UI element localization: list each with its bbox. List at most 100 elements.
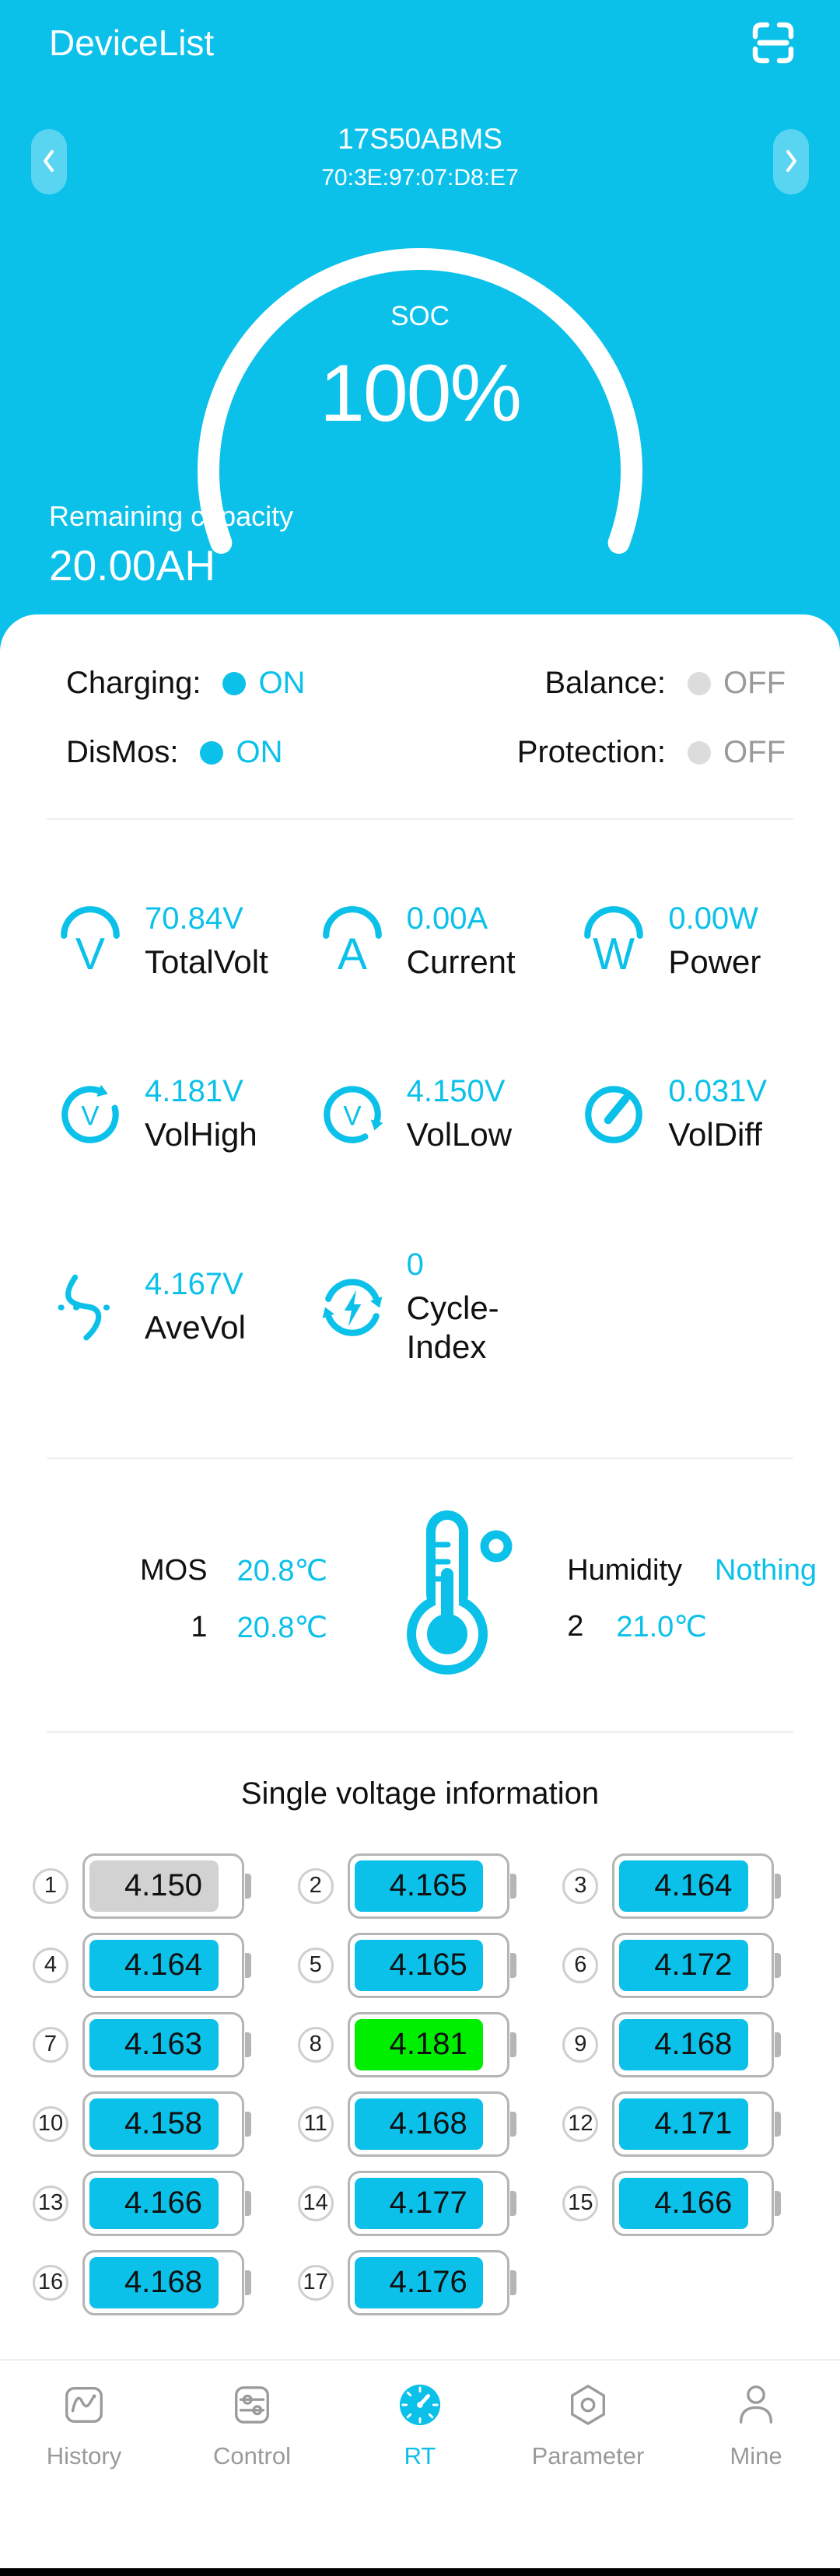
- nav-label: History: [46, 2442, 122, 2469]
- cell-voltage-value: 4.177: [389, 2186, 467, 2221]
- metric-value: 0.031V: [668, 1074, 768, 1109]
- metric-power: W 0.00W Power: [578, 901, 840, 982]
- metric-value: 4.167V: [145, 1266, 243, 1301]
- metric-label: Cycle-Index: [406, 1289, 499, 1366]
- svg-text:V: V: [81, 1101, 100, 1131]
- cell-voltage-item: 14 4.177: [290, 2170, 555, 2236]
- cell-voltage-item: 4 4.164: [25, 1932, 290, 1998]
- cell-number: 9: [562, 2026, 599, 2063]
- mine-person-icon: [733, 2382, 779, 2431]
- cell-voltage-value: 4.165: [389, 1948, 467, 1983]
- history-icon: [61, 2382, 107, 2431]
- nav-item-rt[interactable]: RT: [336, 2361, 504, 2568]
- status-value: OFF: [723, 735, 786, 769]
- cell-voltage-value: 4.164: [654, 1868, 733, 1903]
- battery-icon: 4.176: [347, 2249, 516, 2315]
- battery-icon: 4.168: [612, 2011, 782, 2077]
- status-label: Charging:: [66, 666, 201, 700]
- cell-voltage-value: 4.181: [389, 2027, 467, 2062]
- nav-item-history[interactable]: History: [0, 2361, 168, 2568]
- cell-voltage-grid: 1 4.150 2 4.165 3: [25, 1853, 820, 2315]
- battery-fill: [619, 2177, 748, 2229]
- battery-fill: [89, 1939, 219, 1991]
- battery-fill: [89, 2018, 219, 2070]
- nav-item-parameter[interactable]: Parameter: [504, 2361, 672, 2568]
- cell-voltage-value: 4.168: [654, 2027, 733, 2062]
- data-card: Charging: ON Balance: OFF DisMos: ON Pro…: [0, 614, 840, 2403]
- prev-device-button[interactable]: [31, 129, 67, 194]
- svg-text:V: V: [75, 929, 105, 975]
- cell-voltage-item: 10 4.158: [25, 2091, 290, 2157]
- status-dot: [222, 671, 247, 695]
- battery-icon: 4.177: [347, 2170, 516, 2236]
- ave-vol-icon: [54, 1269, 126, 1345]
- metric-value: 4.181V: [145, 1074, 243, 1109]
- nav-label: Control: [213, 2442, 291, 2469]
- status-dot: [688, 671, 712, 695]
- cycle-icon: [317, 1269, 388, 1345]
- battery-icon: 4.164: [82, 1932, 251, 1998]
- svg-text:A: A: [338, 929, 368, 975]
- battery-icon: 4.171: [612, 2091, 782, 2157]
- chevron-left-icon: [40, 146, 58, 178]
- temp-label: 2: [567, 1609, 584, 1643]
- cell-number: 12: [562, 2105, 599, 2142]
- metric-label: TotalVolt: [145, 943, 268, 980]
- metric-value: 0.00W: [668, 901, 758, 936]
- cell-voltage-value: 4.165: [389, 1868, 467, 1903]
- battery-fill: [354, 1939, 484, 1991]
- nav-item-mine[interactable]: Mine: [672, 2361, 840, 2568]
- vol-diff-icon: [578, 1076, 649, 1152]
- page-title: DeviceList: [49, 23, 215, 63]
- status-value: ON: [236, 735, 283, 769]
- soc-label: SOC: [390, 301, 450, 331]
- battery-icon: 4.165: [347, 1853, 516, 1919]
- device-mac-address: 70:3E:97:07:D8:E7: [321, 165, 519, 191]
- status-dot: [200, 740, 224, 765]
- control-sliders-icon: [229, 2382, 275, 2431]
- metric-value: 0: [406, 1247, 424, 1282]
- battery-fill: [619, 2098, 748, 2150]
- nav-label: Mine: [730, 2442, 782, 2469]
- cell-voltage-value: 4.168: [124, 2265, 203, 2300]
- remaining-capacity-value: 20.00AH: [49, 541, 216, 590]
- battery-icon: 4.163: [82, 2011, 251, 2077]
- metric-label: Current: [406, 943, 516, 980]
- metrics-grid: V 70.84V TotalVolt A 0.00A Current: [0, 820, 840, 1367]
- device-name: 17S50ABMS: [338, 123, 502, 155]
- cell-voltage-value: 4.163: [124, 2027, 203, 2062]
- next-device-button[interactable]: [773, 129, 809, 194]
- cell-number: 10: [33, 2105, 68, 2142]
- cell-voltage-item: 13 4.166: [25, 2170, 290, 2236]
- nav-item-control[interactable]: Control: [168, 2361, 336, 2568]
- cell-number: 13: [33, 2185, 68, 2221]
- cell-voltage-value: 4.176: [389, 2265, 467, 2300]
- temp-value: 20.8℃: [236, 1611, 328, 1644]
- metric-label: Power: [668, 943, 761, 980]
- soc-gauge-arc: [198, 247, 642, 554]
- temperature-left: MOS 20.8℃ 1 20.8℃: [140, 1553, 327, 1645]
- metric-value: 4.150V: [406, 1074, 506, 1109]
- metric-label: AveVol: [145, 1308, 246, 1346]
- svg-text:W: W: [593, 929, 635, 975]
- scan-button[interactable]: [750, 19, 796, 66]
- battery-icon: 4.164: [612, 1853, 782, 1919]
- temp-label: MOS: [140, 1553, 208, 1587]
- cell-number: 11: [297, 2105, 334, 2142]
- cell-number: 5: [297, 1947, 334, 1983]
- battery-fill: [619, 2018, 748, 2070]
- rt-gauge-icon: [397, 2382, 443, 2431]
- amp-gauge-icon: A: [317, 904, 388, 979]
- temp-value: Nothing: [715, 1553, 817, 1587]
- cell-number: 7: [33, 2026, 68, 2063]
- cell-voltage-value: 4.168: [389, 2106, 467, 2141]
- cell-number: 15: [562, 2185, 599, 2221]
- chevron-right-icon: [782, 146, 800, 178]
- divider: [47, 1731, 793, 1733]
- status-charging: Charging: ON: [66, 666, 426, 701]
- cell-number: 4: [33, 1947, 68, 1983]
- status-section: Charging: ON Balance: OFF DisMos: ON Pro…: [0, 614, 840, 770]
- status-value: OFF: [723, 666, 786, 700]
- cell-voltage-value: 4.171: [654, 2106, 733, 2141]
- parameter-hex-icon: [565, 2382, 611, 2431]
